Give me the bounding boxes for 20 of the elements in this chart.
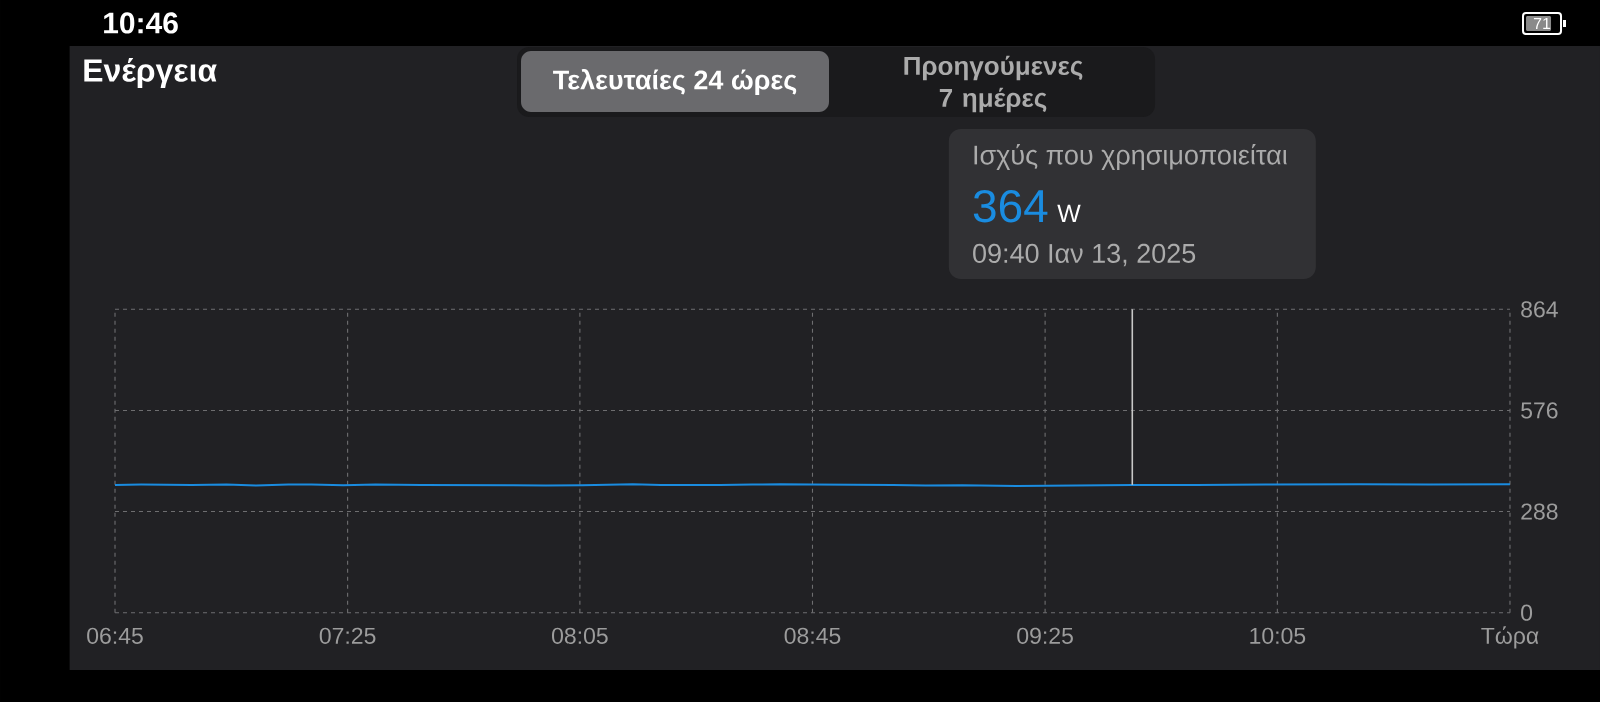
y-tick-label: 288 [1521,503,1558,520]
x-tick-label: 06:45 [87,627,143,644]
chart-title: Ενέργεια [84,57,217,89]
y-tick-label: 576 [1521,402,1558,419]
text: Προηγούμενες 7 ημέρες [904,55,1083,113]
x-tick-label: 08:05 [551,627,608,644]
text: Ισχύς που χρησιμοποιείται [974,144,1287,170]
x-tick-label: Τώρα [1481,626,1539,649]
text: 09:40 Ιαν 13, 2025 [973,243,1196,267]
x-tick-label: 08:45 [784,627,841,644]
text: 10:46 [104,12,178,34]
text: 364 [973,189,1048,223]
y-tick-label: 0 [1521,604,1533,621]
y-tick-label: 864 [1521,301,1558,318]
x-tick-label: 07:25 [319,627,376,644]
text: W [1057,204,1081,222]
text: Τελευταίες 24 ώρες [553,69,797,95]
text: 71 [1533,17,1551,29]
x-tick-label: 09:25 [1017,627,1073,644]
x-tick-label: 10:05 [1250,627,1306,644]
